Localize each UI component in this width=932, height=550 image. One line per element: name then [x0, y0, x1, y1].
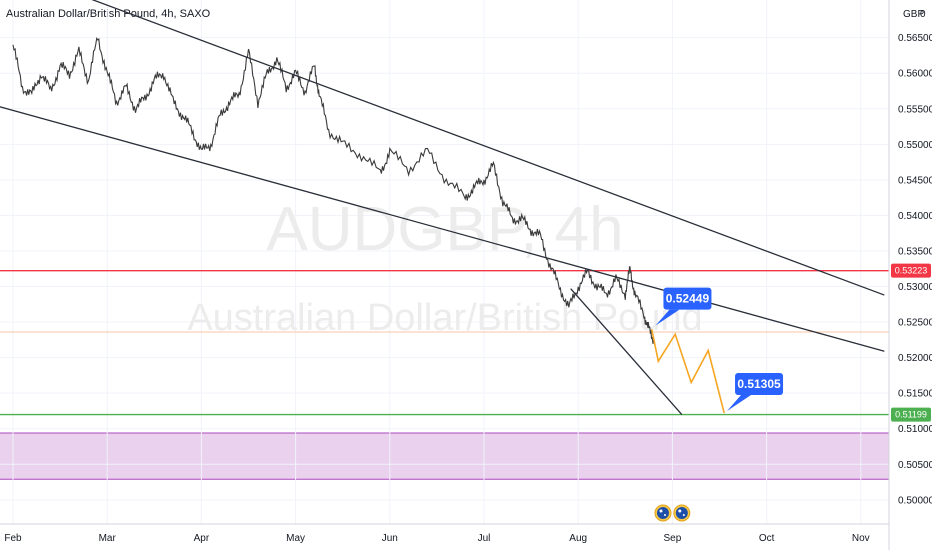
level-price-tag: [891, 263, 931, 278]
x-tick-label: Sep: [664, 533, 682, 544]
currency-label: GBP: [903, 9, 924, 20]
callout-label: 0.52449: [666, 292, 710, 306]
au-flag-icon-star: [678, 509, 682, 513]
level-price-label: 0.53223: [895, 266, 928, 276]
level-price-tag: [891, 407, 931, 422]
watermark-name: Australian Dollar/British Pound: [187, 297, 702, 339]
y-tick-label: 0.55000: [898, 140, 932, 151]
callout-box[interactable]: [663, 287, 712, 310]
y-tick-label: 0.52000: [898, 353, 932, 364]
x-tick-label: Aug: [569, 533, 587, 544]
y-tick-label: 0.54000: [898, 211, 932, 222]
demand-zone: [0, 432, 889, 480]
y-tick-label: 0.50500: [898, 460, 932, 471]
y-tick-label: 0.51500: [898, 389, 932, 400]
callout-label: 0.51305: [737, 377, 781, 391]
time-axis[interactable]: [0, 524, 932, 550]
y-tick-label: 0.51000: [898, 424, 932, 435]
x-tick-label: Oct: [759, 533, 775, 544]
x-tick-label: Jul: [478, 533, 491, 544]
callout-box[interactable]: [735, 372, 784, 395]
y-tick-label: 0.50000: [898, 495, 932, 506]
au-flag-icon-star: [682, 514, 685, 516]
level-price-label: 0.51199: [895, 410, 927, 420]
au-flag-icon-star: [663, 514, 666, 516]
x-tick-label: Mar: [99, 533, 117, 544]
y-tick-label: 0.56500: [898, 33, 932, 44]
projection-path[interactable]: [650, 329, 725, 414]
x-tick-label: Feb: [4, 533, 22, 544]
price-series-line: [12, 37, 655, 344]
currency-menu[interactable]: 0: [920, 9, 926, 20]
x-tick-label: Jun: [382, 533, 398, 544]
au-flag-icon-star: [659, 509, 663, 513]
y-tick-label: 0.55500: [898, 104, 932, 115]
trend-line[interactable]: [0, 105, 885, 352]
y-tick-label: 0.53000: [898, 282, 932, 293]
y-tick-label: 0.53500: [898, 246, 932, 257]
au-flag-icon-inner: [656, 507, 669, 519]
chart-title: Australian Dollar/British Pound, 4h, SAX…: [6, 8, 211, 20]
x-tick-label: Apr: [194, 533, 210, 544]
trend-line[interactable]: [0, 0, 885, 296]
callout-pointer: [655, 309, 680, 326]
y-tick-label: 0.52500: [898, 318, 932, 329]
au-flag-icon-inner: [675, 507, 688, 519]
x-tick-label: May: [286, 533, 305, 544]
trend-line[interactable]: [570, 288, 683, 415]
y-tick-label: 0.54500: [898, 175, 932, 186]
x-tick-label: Nov: [852, 533, 870, 544]
callout-pointer: [727, 394, 752, 411]
y-tick-label: 0.56000: [898, 69, 932, 80]
